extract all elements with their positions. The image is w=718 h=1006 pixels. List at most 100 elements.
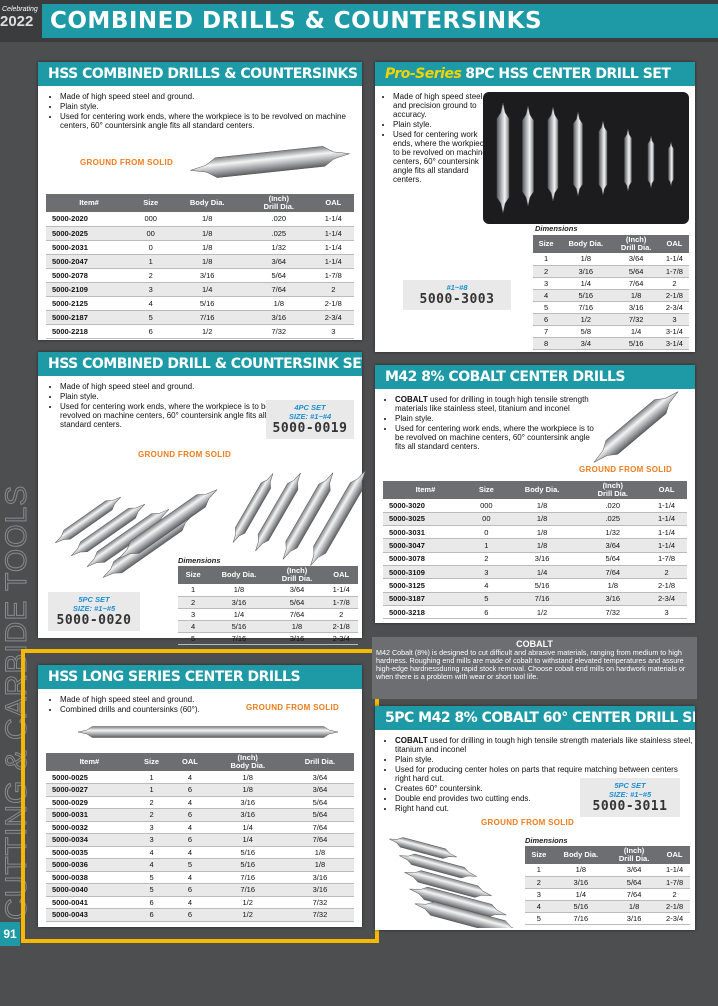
table-cell: 5000-3218	[383, 605, 468, 620]
panel-title: HSS COMBINED DRILLS & COUNTERSINKS	[38, 62, 362, 86]
table-cell: 1-1/4	[324, 584, 358, 597]
table-cell: 5/16	[612, 337, 660, 350]
table-cell: 1/2	[169, 324, 246, 339]
table-cell: 000	[467, 499, 505, 513]
column-header: Item#	[46, 753, 133, 771]
set-box: 5PC SET SIZE: #1~#5 5000-3011	[580, 778, 680, 817]
table-cell: 3	[132, 282, 170, 297]
set-box: #1~#8 5000-3003	[403, 280, 511, 310]
table-cell: 2	[132, 268, 170, 283]
spec-table: Size Body Dia. (Inch) Drill Dia. OAL 1 1/8 3/64…	[525, 846, 690, 925]
note-title: COBALT	[516, 639, 553, 649]
column-header: OAL	[659, 235, 689, 253]
table-cell: 7/16	[169, 310, 246, 325]
table-cell: 1-7/8	[324, 596, 358, 609]
table-row: 6 1/2 7/32 3	[533, 313, 689, 326]
table-cell: 5000-0041	[46, 896, 133, 909]
table-cell: 5	[533, 301, 560, 314]
table-cell: 1	[525, 864, 553, 877]
table-cell: 7/32	[285, 908, 354, 922]
table-cell: 1-1/4	[312, 226, 354, 241]
table-cell: 1	[132, 254, 170, 269]
table-cell: 2-3/4	[312, 310, 354, 325]
table-cell: 1/8	[269, 620, 325, 633]
table-cell: 5/64	[612, 265, 660, 278]
table-head: Item# Size Body Dia. (Inch) Drill Dia. OAL	[46, 194, 354, 212]
set-size: SIZE: #1~#4	[288, 412, 332, 421]
table-cell: 1/8	[169, 226, 246, 241]
table-cell: .020	[245, 212, 313, 227]
panel-title: 5PC M42 8% COBALT 60° CENTER DRILL SET	[375, 706, 695, 730]
table-cell: 7/32	[612, 313, 660, 326]
table-cell: 6	[533, 313, 560, 326]
table-cell: 6	[170, 783, 210, 797]
table-cell: 7/16	[552, 912, 609, 925]
table-cell: 3/16	[579, 592, 647, 606]
table-row: 5000-3078 2 3/16 5/64 1-7/8	[383, 552, 687, 566]
table-cell: 5000-3109	[383, 565, 468, 580]
table-cell: 5000-2109	[46, 282, 133, 297]
table-cell: 3/64	[579, 538, 647, 553]
table-row: 5000-3125 4 5/16 1/8 2-1/8	[383, 578, 687, 593]
note-text: M42 Cobalt (8%) is designed to cut diffi…	[376, 648, 686, 681]
bullet: Plain style.	[60, 392, 270, 401]
dimensions-label: Dimensions	[178, 556, 221, 565]
column-header: Item#	[46, 194, 133, 212]
table-row: 5000-3025 00 1/8.025 1-1/4	[383, 512, 687, 527]
bullet: Double end provides two cutting ends.	[395, 794, 695, 803]
column-header: (Inch) Drill Dia.	[245, 194, 313, 212]
table-cell: 3/4	[559, 337, 613, 350]
table-cell: 3/16	[612, 301, 660, 314]
panel-title: M42 8% COBALT CENTER DRILLS	[375, 365, 695, 389]
table-cell: 5/16	[209, 858, 286, 872]
table-cell: 1/8	[169, 254, 246, 269]
table-cell: 3	[467, 565, 505, 580]
ground-label: GROUND FROM SOLID	[579, 465, 673, 474]
bullet-text: used for drilling in tough high tensile …	[395, 395, 589, 413]
ground-label: GROUND FROM SOLID	[138, 450, 232, 459]
set-code: 5000-0020	[56, 613, 132, 628]
table-cell: 3-1/4	[659, 337, 689, 350]
table-cell: 1-1/4	[312, 254, 354, 269]
table-cell: 5/64	[269, 596, 325, 609]
table-row: 5000-0034 3 6 1/4 7/64	[46, 833, 354, 847]
table-cell: 3/64	[269, 584, 325, 597]
bullet-list: Made of high speed steel and precision g…	[381, 92, 497, 185]
table-cell: 7/64	[269, 608, 325, 621]
table-cell: 2	[533, 265, 560, 278]
table-head: Item# Size OAL (Inch) Body Dia. Drill Dia.	[46, 753, 354, 771]
table-body: 5000-3020 000 1/8.020 1-1/4 5000-3025 00 1/8.0…	[383, 499, 687, 620]
table-cell: 1/8	[209, 771, 286, 784]
header-note: (Inch)	[625, 235, 647, 244]
table-cell: 2	[659, 888, 690, 901]
table-cell: 5/16	[208, 620, 270, 633]
table-row: 5 7/16 3/16 2-3/4	[525, 912, 690, 925]
bullet: Right hand cut.	[395, 804, 695, 813]
table-cell: 2	[646, 565, 687, 580]
table-cell: 3	[525, 888, 553, 901]
table-cell: 1/8	[208, 584, 270, 597]
table-cell: 1	[132, 783, 171, 797]
spec-table: Size Body Dia. (Inch) Drill Dia. OAL 1 1/8 3/64…	[533, 235, 689, 350]
table-cell: 7/64	[579, 565, 647, 580]
table-head: Size Body Dia. (Inch) Drill Dia. OAL	[178, 566, 358, 584]
table-cell: 2	[178, 596, 209, 609]
bullet: Plain style.	[393, 120, 497, 129]
table-cell: 1-7/8	[646, 552, 687, 566]
table-cell: 5000-0036	[46, 858, 133, 872]
column-header: Body Dia.	[504, 481, 580, 499]
table-cell: 4	[170, 821, 210, 834]
table-cell: 4	[132, 846, 171, 859]
table-cell: 5000-3025	[383, 512, 468, 527]
cobalt-note: COBALT M42 Cobalt (8%) is designed to cu…	[372, 637, 697, 699]
table-cell: 5000-0043	[46, 908, 133, 922]
table-cell: 5/16	[169, 296, 246, 311]
table-cell: 2-3/4	[324, 632, 358, 645]
set-name: 5PC SET	[614, 781, 646, 790]
table-cell: 5	[170, 858, 210, 872]
panel: M42 8% COBALT CENTER DRILLS COBALT used f…	[375, 365, 695, 623]
table-cell: 5000-2047	[46, 254, 133, 269]
table-cell: 2-1/8	[659, 289, 689, 302]
table-cell: 1	[533, 253, 560, 266]
panel: 5PC M42 8% COBALT 60° CENTER DRILL SET CO…	[375, 706, 695, 930]
